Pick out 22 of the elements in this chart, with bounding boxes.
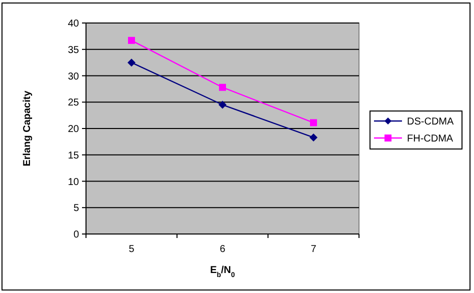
- point: [128, 36, 135, 44]
- legend-label: FH-CDMA: [407, 134, 454, 144]
- y-tick-label: 10: [68, 176, 80, 188]
- y-tick-label: 30: [68, 71, 80, 82]
- x-tick-label: 6: [220, 244, 226, 255]
- y-tick-label: 35: [68, 44, 80, 56]
- y-tick-label: 5: [73, 203, 80, 214]
- y-tick-label: 15: [68, 150, 80, 162]
- x-tick-label: 5: [128, 244, 135, 255]
- y-tick-label: 40: [68, 18, 80, 30]
- point: [219, 84, 226, 91]
- point: [310, 119, 317, 126]
- legend-label: DS-CDMA: [407, 116, 454, 128]
- point: [128, 58, 136, 67]
- y-tick-label: 25: [68, 98, 80, 109]
- point: [218, 100, 226, 109]
- y-tick-label: 0: [73, 230, 80, 240]
- x-tick-label: 7: [310, 244, 317, 255]
- y-tick-label: 20: [68, 124, 80, 135]
- x-axis-title: E$_{b}$/N$_{0}$: [210, 265, 236, 278]
- point: [310, 133, 318, 142]
- y-axis-title: Erlang Capacity: [22, 90, 33, 166]
